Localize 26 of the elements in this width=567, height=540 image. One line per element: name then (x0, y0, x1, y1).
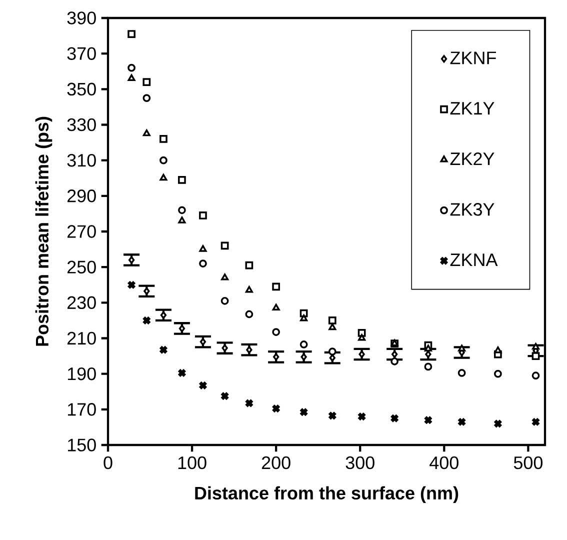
legend-label: ZK1Y (450, 102, 494, 114)
x-tick-label: 300 (346, 456, 374, 470)
y-tick-label: 210 (67, 332, 96, 345)
x-axis-title: Distance from the surface (nm) (195, 486, 458, 504)
y-tick-label: 350 (67, 82, 96, 96)
y-tick-label: 390 (67, 12, 96, 24)
legend-label: ZKNA (450, 254, 498, 266)
y-tick-label: 150 (68, 438, 96, 452)
y-tick-label: 250 (67, 260, 96, 274)
x-tick-label: 100 (178, 456, 206, 470)
x-tick-label: 400 (430, 456, 458, 470)
y-tick-label: 370 (67, 47, 96, 60)
legend-label: ZK3Y (450, 203, 494, 216)
x-tick-label: 500 (514, 456, 542, 470)
x-tick-label: 0 (104, 456, 112, 470)
x-tick-label: 200 (262, 456, 290, 470)
legend-label: ZKNF (450, 52, 496, 64)
y-tick-label: 270 (67, 225, 96, 238)
legend-label: ZK2Y (450, 152, 494, 166)
y-tick-label: 170 (68, 403, 96, 416)
y-tick-label: 330 (67, 118, 96, 132)
y-tick-label: 290 (67, 190, 96, 202)
y-tick-label: 310 (67, 154, 96, 167)
y-tick-label: 230 (67, 296, 96, 310)
y-tick-label: 190 (68, 367, 96, 380)
y-axis-title: Positron mean lifetime (ps) (35, 116, 52, 346)
